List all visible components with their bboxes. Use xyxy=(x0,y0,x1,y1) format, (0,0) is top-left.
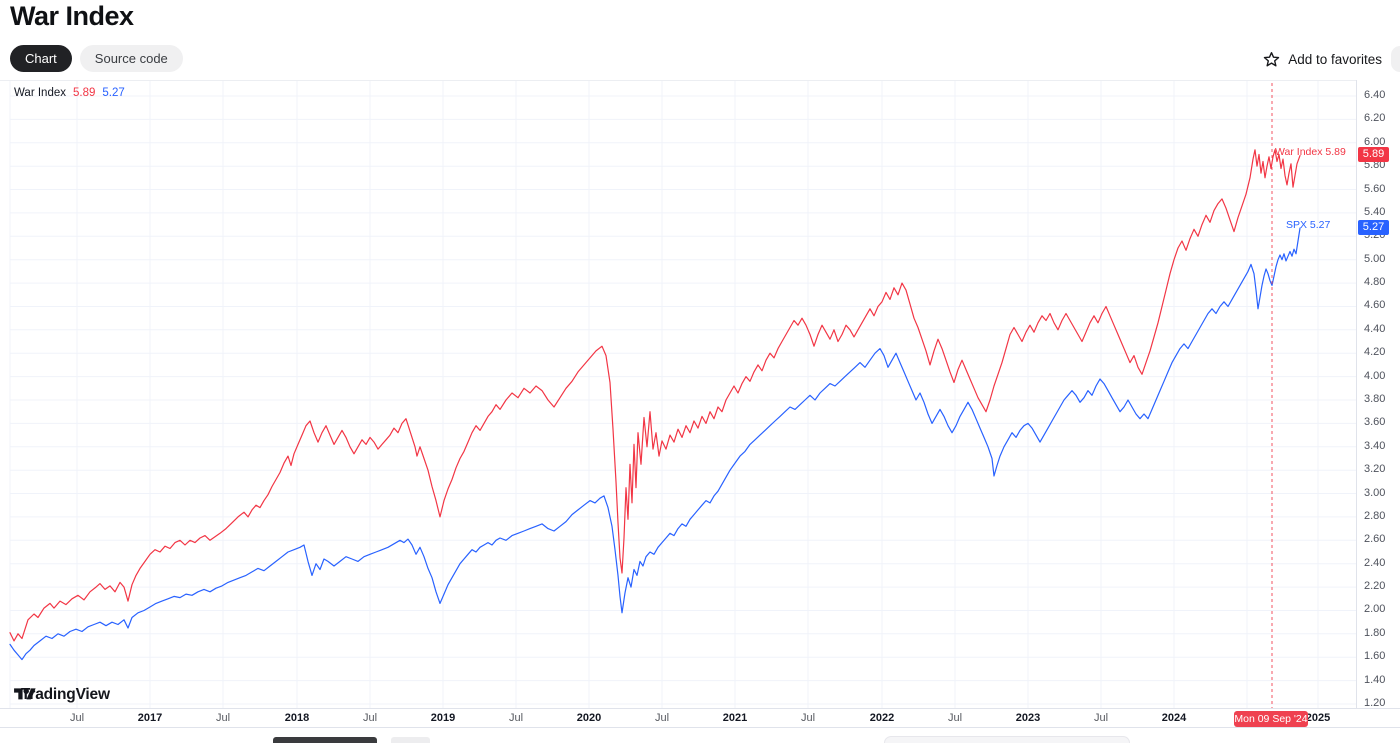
x-axis-label: 2020 xyxy=(576,712,602,724)
x-axis-label: 2025 xyxy=(1305,712,1331,724)
y-axis-label: 4.20 xyxy=(1364,346,1386,358)
x-axis-label: 2024 xyxy=(1161,712,1187,724)
star-icon xyxy=(1263,51,1280,68)
spx-price-badge: 5.27 xyxy=(1358,220,1389,235)
y-axis-label: 2.80 xyxy=(1364,510,1386,522)
y-axis-label: 3.80 xyxy=(1364,393,1386,405)
legend-series-name: War Index xyxy=(14,87,66,99)
y-axis-label: 5.80 xyxy=(1364,159,1386,171)
y-axis-label: 1.60 xyxy=(1364,650,1386,662)
y-axis-label: 6.40 xyxy=(1364,89,1386,101)
x-axis-label: 2019 xyxy=(430,712,456,724)
time-scale[interactable]: Mon 09 Sep '24 Jul 2017 Jul 2018 Jul 2019 Jul 2… xyxy=(0,708,1400,728)
y-axis-label: 5.40 xyxy=(1364,206,1386,218)
x-axis-label: 2017 xyxy=(137,712,163,724)
x-axis-label: 2021 xyxy=(722,712,748,724)
tradingview-logo-text: TradingView xyxy=(21,686,110,703)
y-axis-label: 4.40 xyxy=(1364,323,1386,335)
y-axis-label: 1.40 xyxy=(1364,674,1386,686)
y-axis-label: 5.60 xyxy=(1364,183,1386,195)
cutoff-bottom-panel[interactable] xyxy=(884,736,1130,743)
x-axis-label: Jul xyxy=(947,712,963,724)
tab-source-code[interactable]: Source code xyxy=(79,45,183,72)
add-to-favorites-button[interactable]: Add to favorites xyxy=(1263,46,1382,72)
y-axis-label: 2.60 xyxy=(1364,533,1386,545)
y-axis-label: 6.20 xyxy=(1364,112,1386,124)
x-axis-label: Jul xyxy=(362,712,378,724)
chart-area[interactable]: War Index 5.89 5.27 War Index 5.89 SPX 5… xyxy=(0,80,1356,709)
y-axis-label: 2.20 xyxy=(1364,580,1386,592)
y-axis-label: 3.20 xyxy=(1364,463,1386,475)
series-line-spx[interactable] xyxy=(9,227,1301,661)
cutoff-button-right-edge[interactable] xyxy=(1391,46,1400,72)
y-axis-label: 1.80 xyxy=(1364,627,1386,639)
y-axis-label: 3.00 xyxy=(1364,487,1386,499)
series-line-war-index[interactable] xyxy=(9,149,1301,642)
chart-legend[interactable]: War Index 5.89 5.27 xyxy=(14,87,125,99)
war-index-price-badge: 5.89 xyxy=(1358,147,1389,162)
y-axis-label: 3.40 xyxy=(1364,440,1386,452)
x-axis-label: Jul xyxy=(654,712,670,724)
event-date-badge: Mon 09 Sep '24 xyxy=(1234,711,1308,727)
tradingview-logo[interactable]: TradingView xyxy=(14,686,110,704)
price-scale[interactable]: 6.40 6.20 6.00 5.80 5.60 5.40 5.20 5.00 4.80 4.60… xyxy=(1356,80,1400,709)
chart-plot-canvas[interactable] xyxy=(0,81,1356,709)
x-axis-label: Jul xyxy=(800,712,816,724)
x-axis-label: 2022 xyxy=(869,712,895,724)
tab-bar: Chart Source code xyxy=(10,45,183,72)
y-axis-label: 3.60 xyxy=(1364,416,1386,428)
war-index-series-label: War Index 5.89 xyxy=(1275,146,1346,158)
y-axis-label: 4.60 xyxy=(1364,299,1386,311)
x-axis-label: Jul xyxy=(215,712,231,724)
legend-spx-value: 5.27 xyxy=(102,87,125,99)
x-axis-label: 2018 xyxy=(284,712,310,724)
tab-chart[interactable]: Chart xyxy=(10,45,72,72)
x-axis-label: Jul xyxy=(69,712,85,724)
spx-series-label: SPX 5.27 xyxy=(1286,219,1331,231)
y-axis-label: 2.40 xyxy=(1364,557,1386,569)
x-axis-label: 2023 xyxy=(1015,712,1041,724)
cutoff-range-button-active[interactable] xyxy=(273,737,377,743)
y-axis-label: 4.00 xyxy=(1364,370,1386,382)
y-axis-label: 4.80 xyxy=(1364,276,1386,288)
x-axis-label: Jul xyxy=(508,712,524,724)
legend-war-index-value: 5.89 xyxy=(72,87,96,99)
y-axis-label: 2.00 xyxy=(1364,603,1386,615)
y-axis-label: 5.00 xyxy=(1364,253,1386,265)
y-axis-label: 1.20 xyxy=(1364,697,1386,709)
cutoff-range-button[interactable] xyxy=(391,737,430,743)
x-axis-label: Jul xyxy=(1093,712,1109,724)
page-title: War Index xyxy=(10,1,134,31)
add-to-favorites-label: Add to favorites xyxy=(1288,51,1382,67)
y-axis-label: 6.00 xyxy=(1364,136,1386,148)
